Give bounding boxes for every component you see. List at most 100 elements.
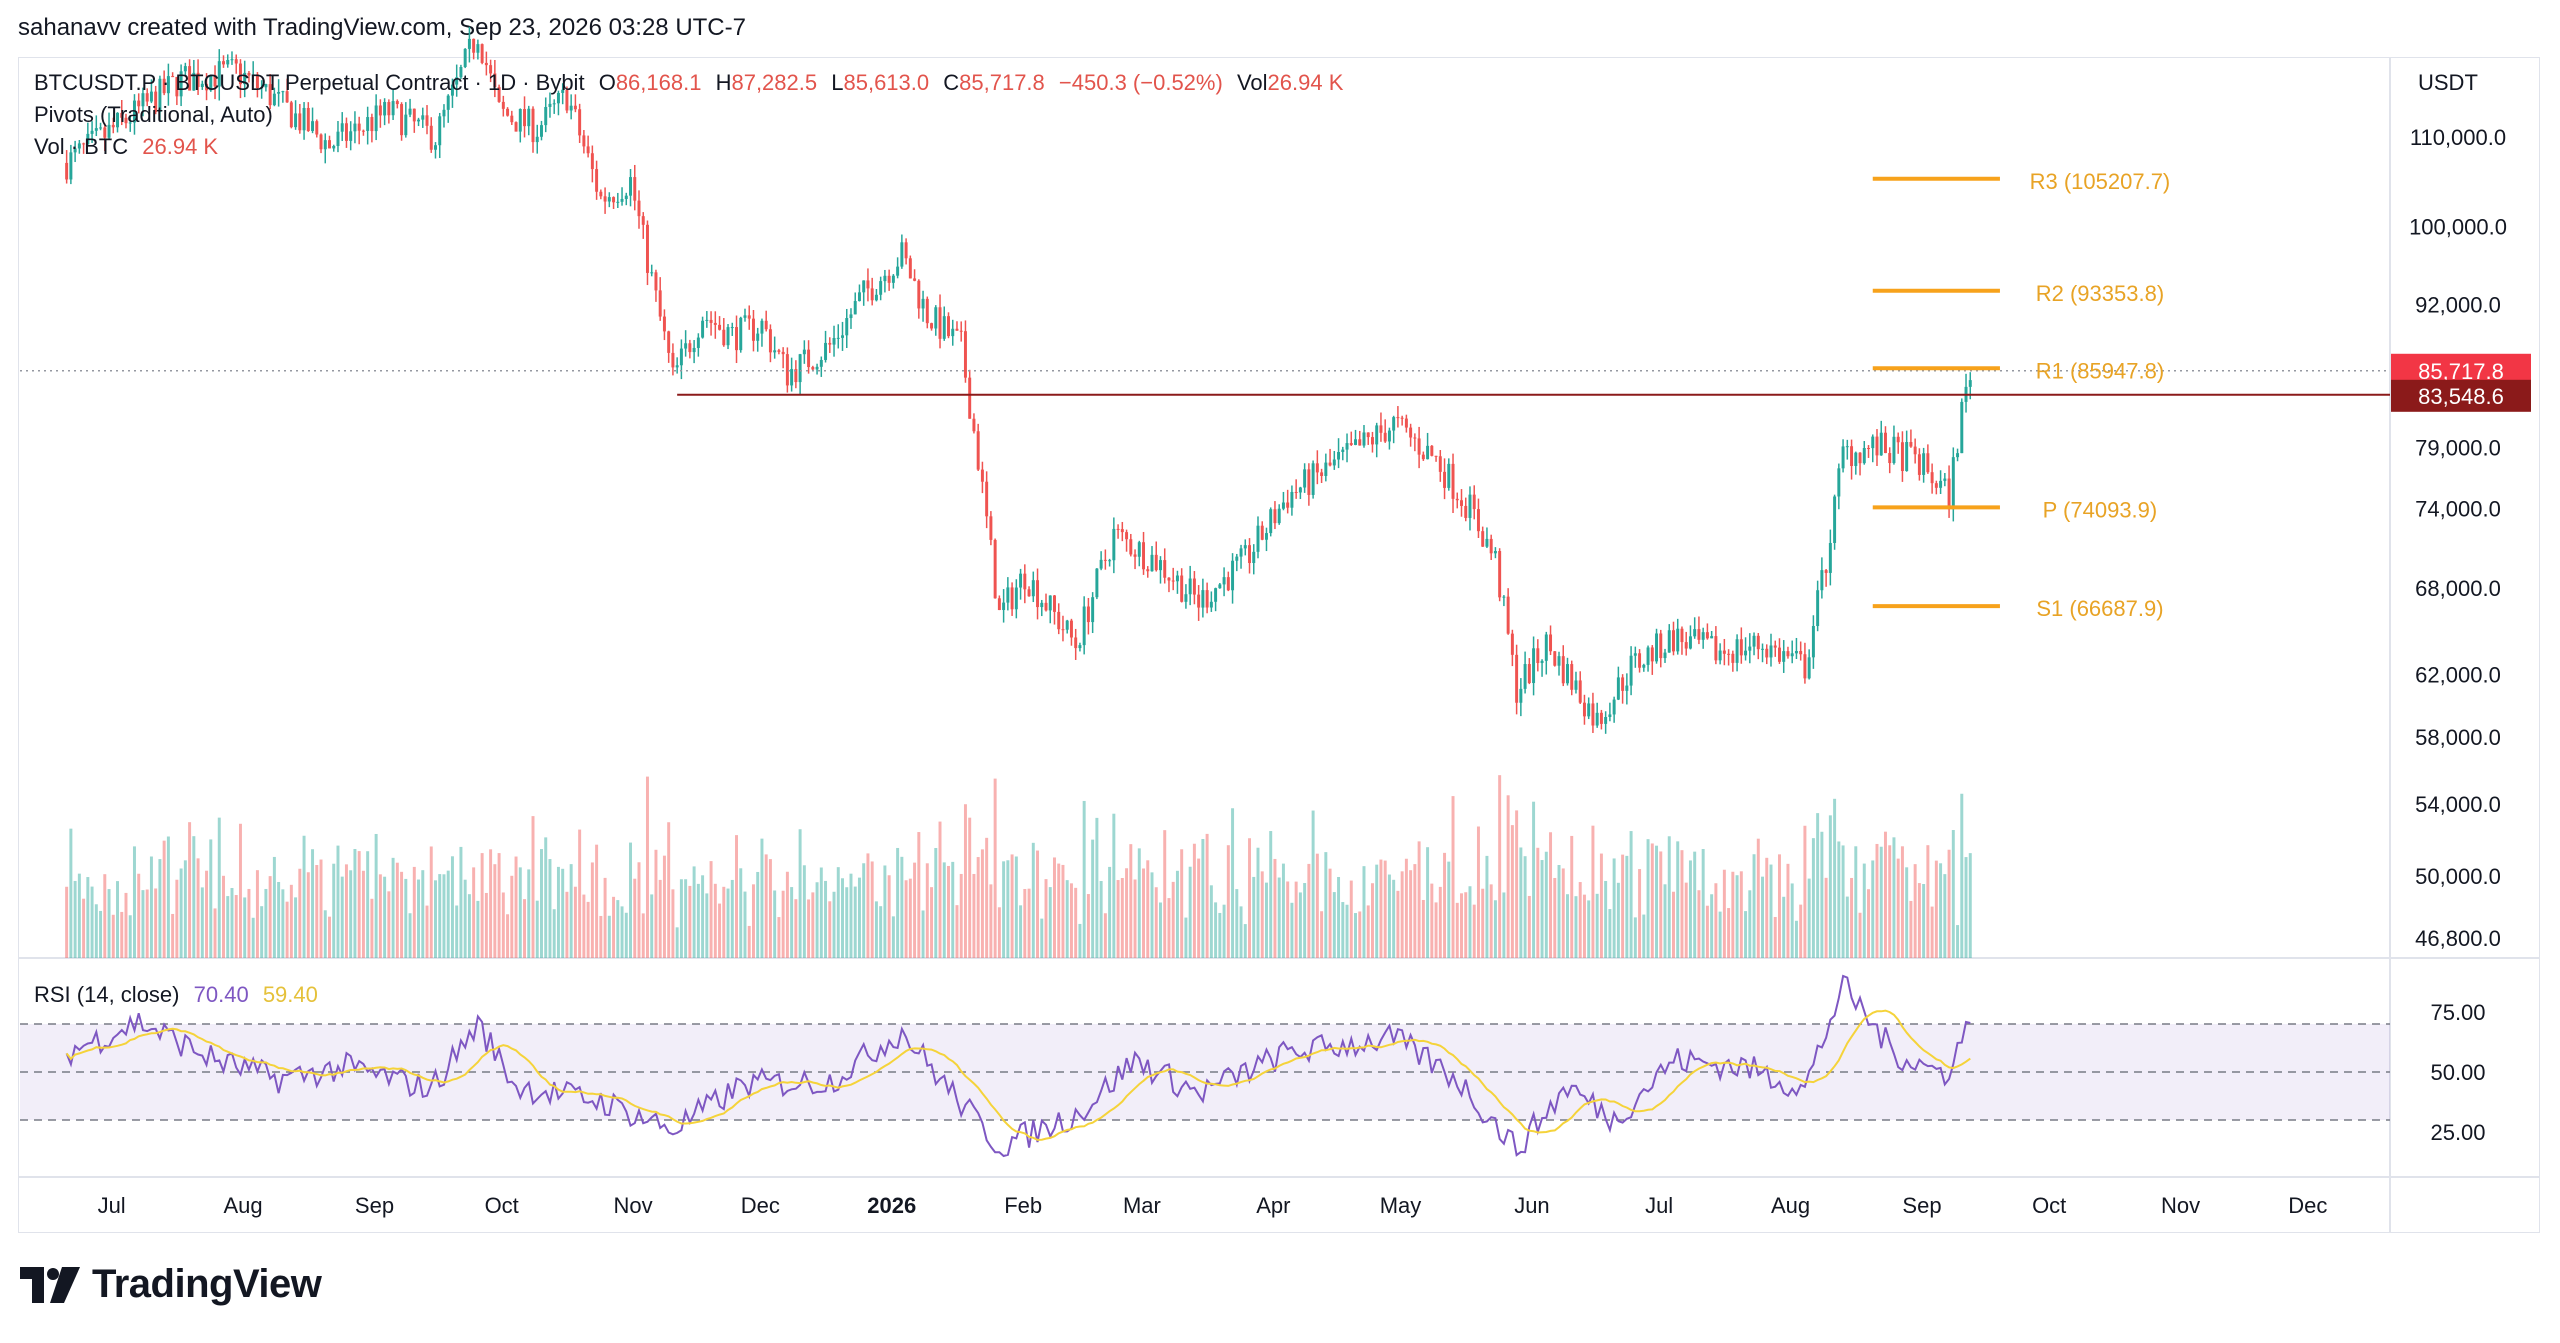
candle-body xyxy=(879,281,883,295)
pivots-layer: R3 (105207.7) R2 (93353.8) R1 (85947.8) P (… xyxy=(1872,169,2170,621)
candle-body xyxy=(1748,646,1752,651)
candle-body xyxy=(285,91,289,103)
candle-body xyxy=(1010,587,1014,610)
candle xyxy=(1519,678,1523,717)
candle-body xyxy=(1837,468,1841,497)
volume-bar xyxy=(357,851,361,958)
price-tick-label: 46,800.0 xyxy=(2415,926,2501,951)
candle-body xyxy=(222,61,225,65)
volume-bar xyxy=(230,888,234,958)
candle-body xyxy=(544,106,548,126)
candle-body xyxy=(1235,556,1239,561)
volume-bar xyxy=(1260,871,1264,958)
candle xyxy=(874,289,878,302)
volume-bar xyxy=(1400,871,1404,958)
candle-body xyxy=(1688,636,1692,649)
volume-bar xyxy=(1294,881,1298,958)
candle xyxy=(739,316,743,353)
candle xyxy=(1108,558,1112,567)
candle-body xyxy=(1332,459,1336,466)
candle xyxy=(951,319,955,346)
candle xyxy=(179,64,183,107)
candle-body xyxy=(760,320,764,334)
candle xyxy=(963,320,967,383)
time-tick-label: Jul xyxy=(98,1193,126,1218)
volume-bar xyxy=(132,846,136,958)
volume-bar xyxy=(692,866,696,958)
volume-bar xyxy=(370,898,374,958)
candle-body xyxy=(1621,677,1625,691)
volume-bar xyxy=(1553,877,1557,958)
candle-body xyxy=(650,272,654,274)
volume-indicator-legend[interactable]: Vol · BTC 26.94 K xyxy=(34,134,218,160)
volume-bar xyxy=(633,878,637,958)
tradingview-brand[interactable]: TradingView xyxy=(20,1262,322,1307)
volume-bar xyxy=(709,861,713,958)
candle xyxy=(997,595,1001,611)
candle xyxy=(459,64,463,79)
candle xyxy=(1370,431,1374,453)
candle xyxy=(705,311,709,328)
candle xyxy=(1701,627,1705,649)
volume-bar xyxy=(1616,882,1620,958)
candle xyxy=(73,140,77,163)
volume-bar xyxy=(959,873,963,958)
candle-body xyxy=(870,288,874,301)
candle-body xyxy=(247,72,251,76)
candle xyxy=(1154,541,1158,572)
low-value: 85,613.0 xyxy=(843,70,930,95)
candle xyxy=(684,330,688,357)
candle-body xyxy=(302,107,306,131)
candle-body xyxy=(1570,664,1574,690)
candle xyxy=(870,277,874,306)
candle-body xyxy=(1676,628,1680,652)
volume-bar xyxy=(94,904,98,958)
candle xyxy=(506,107,510,117)
volume-bar xyxy=(1112,813,1116,958)
time-tick-label: Dec xyxy=(2288,1193,2327,1218)
candle-body xyxy=(658,290,662,317)
candle xyxy=(1833,494,1837,550)
candle xyxy=(650,264,654,277)
volume-bar xyxy=(565,891,569,958)
candle xyxy=(1727,649,1731,666)
candle-body xyxy=(1400,417,1404,419)
candle xyxy=(1264,527,1268,552)
pivots-legend[interactable]: Pivots (Traditional, Auto) xyxy=(34,102,273,128)
candle-body xyxy=(1544,634,1548,661)
candle-body xyxy=(132,100,136,123)
volume-bar xyxy=(1532,801,1536,958)
candle-body xyxy=(484,62,488,66)
volume-bar xyxy=(1180,849,1184,958)
candle-body xyxy=(1604,716,1608,724)
candle-body xyxy=(1472,494,1476,510)
candle-body xyxy=(747,315,751,319)
volume-bar xyxy=(493,864,497,958)
candles-layer xyxy=(65,26,1972,734)
candle-body xyxy=(518,109,522,132)
rsi-legend[interactable]: RSI (14, close) 70.40 59.40 xyxy=(34,982,318,1008)
volume-bar xyxy=(1256,847,1260,958)
candle xyxy=(535,124,539,154)
ohlc-legend: BTCUSDT.P · BTCUSDT Perpetual Contract ·… xyxy=(34,70,1343,96)
volume-bar xyxy=(832,891,836,958)
candle-body xyxy=(1502,596,1506,598)
symbol-label[interactable]: BTCUSDT.P · BTCUSDT Perpetual Contract ·… xyxy=(34,70,585,95)
candle-body xyxy=(1739,639,1743,656)
volume-bar xyxy=(1824,877,1828,958)
candle-body xyxy=(1048,595,1052,611)
candle-body xyxy=(849,314,853,319)
volume-bar xyxy=(891,916,895,958)
candle xyxy=(243,60,247,98)
volume-bar xyxy=(1303,883,1307,958)
candle-body xyxy=(930,323,934,329)
volume-bar xyxy=(1896,858,1900,958)
candle-body xyxy=(904,242,908,259)
candle-body xyxy=(353,123,357,132)
candle xyxy=(1180,568,1184,603)
volume-bar xyxy=(942,862,946,958)
candle-body xyxy=(340,123,344,132)
volume-bar xyxy=(1794,920,1798,958)
candle-body xyxy=(1184,594,1188,602)
